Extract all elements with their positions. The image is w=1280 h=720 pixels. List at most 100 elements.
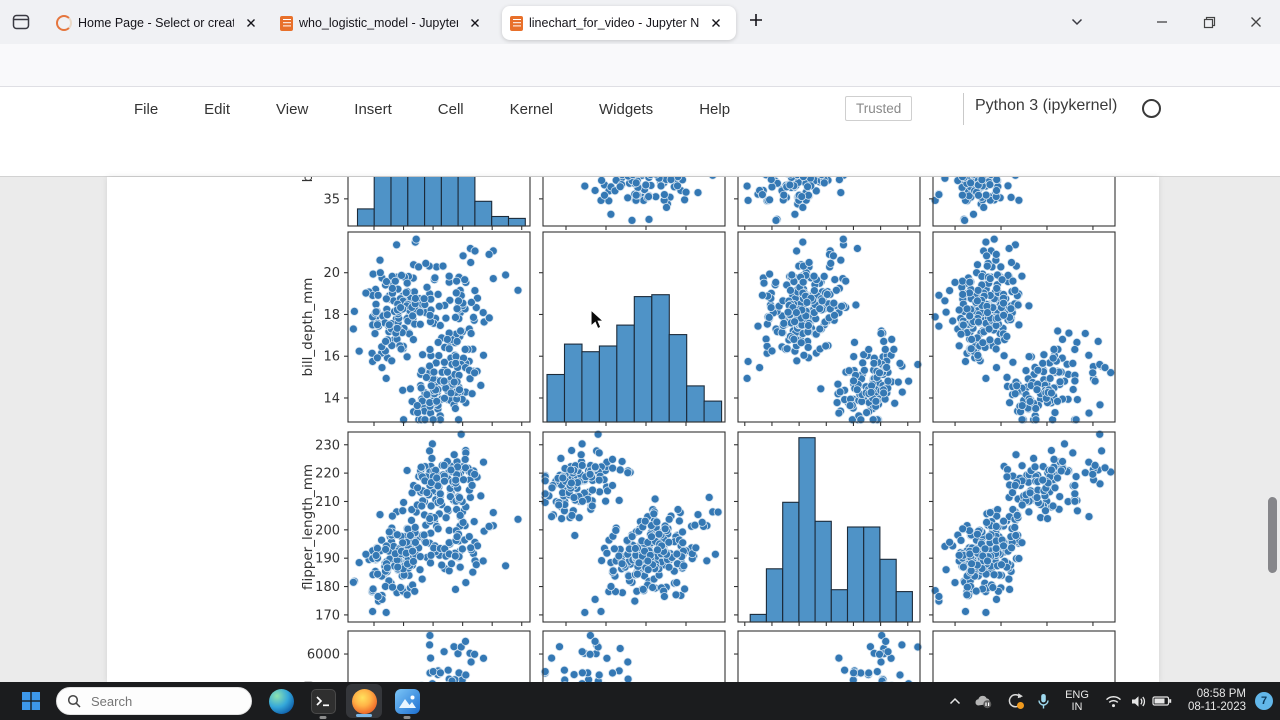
hist-panel-flipper_length_mm [734, 431, 921, 626]
menu-view[interactable]: View [276, 101, 309, 118]
menu-edit[interactable]: Edit [204, 101, 231, 118]
taskbar-search[interactable] [56, 687, 252, 715]
y-tick-label: 18 [323, 308, 340, 323]
y-axis-label: body_mass_g [300, 681, 316, 682]
new-tab-button[interactable] [748, 12, 764, 28]
jupyter-notebook-icon [510, 15, 523, 31]
kernel-idle-icon [1142, 99, 1161, 118]
scatter-panel-bill_length_mm-vs-body_mass_g: 3000400050006000 [307, 630, 531, 682]
menu-file[interactable]: File [134, 101, 159, 118]
close-icon[interactable] [709, 16, 723, 30]
scatter-panel-bill_depth_mm-vs-flipper_length_mm [539, 429, 726, 626]
browser-tab-bar: Home Page - Select or create a who_logis… [0, 0, 1280, 44]
scatter-panel-bill_depth_mm-vs-body_mass_g [539, 630, 726, 682]
photos-taskbar-button[interactable] [390, 682, 424, 720]
scatter-panel-body_mass_g-vs-bill_length_mm [929, 177, 1116, 230]
browser-tab-home[interactable]: Home Page - Select or create a [48, 6, 266, 40]
microphone-icon[interactable] [1030, 682, 1056, 720]
y-tick-label: 180 [315, 580, 340, 595]
scatter-panel-flipper_length_mm-vs-bill_length_mm [734, 177, 921, 230]
menu-cell[interactable]: Cell [437, 101, 464, 118]
firefox-icon [351, 688, 377, 714]
close-icon[interactable] [244, 16, 258, 30]
running-indicator [319, 715, 327, 719]
tab-title: who_logistic_model - Jupyter N [299, 16, 458, 30]
notification-count: 7 [1255, 692, 1273, 710]
window-minimize-button[interactable] [1147, 8, 1177, 36]
jupyter-page-background: 354045505560 14 16 18 20 170 180 190 200 210 220 23… [0, 177, 1280, 682]
notification-badge[interactable]: 7 [1252, 682, 1276, 720]
start-button[interactable] [14, 682, 48, 720]
browser-tab-who-logistic[interactable]: who_logistic_model - Jupyter N [272, 6, 490, 40]
y-tick-label: 20 [323, 266, 340, 281]
jupyter-notebook-icon [280, 15, 293, 31]
edge-icon [268, 688, 294, 714]
window-restore-button[interactable] [1194, 8, 1224, 36]
list-all-tabs-chevron-icon[interactable] [1062, 8, 1092, 36]
loading-spinner-icon [56, 15, 72, 31]
volume-icon[interactable] [1126, 682, 1152, 720]
hist-panel-bill_depth_mm [539, 231, 726, 426]
terminal-taskbar-button[interactable] [306, 682, 340, 720]
running-indicator [403, 715, 411, 719]
browser-nav-bar: localhost:8888/notebooks/linechart_for_v… [0, 44, 1280, 124]
menu-widgets[interactable]: Widgets [599, 101, 654, 118]
window-close-button[interactable] [1241, 8, 1271, 36]
y-tick-label: 210 [315, 495, 340, 510]
battery-icon[interactable] [1148, 682, 1176, 720]
wifi-icon[interactable] [1100, 682, 1126, 720]
start-icon [22, 692, 40, 710]
y-tick-label: 16 [323, 350, 340, 365]
y-tick-label: 200 [315, 523, 340, 538]
mouse-cursor [590, 309, 606, 331]
menu-help[interactable]: Help [699, 101, 731, 118]
sync-update-icon[interactable] [1000, 682, 1030, 720]
menu-kernel[interactable]: Kernel [509, 101, 553, 118]
y-axis-label: bill_depth_mm [300, 278, 316, 377]
clock-date: 08-11-2023 [1188, 701, 1246, 713]
firefox-view-icon[interactable] [8, 10, 34, 34]
language-indicator[interactable]: ENG IN [1060, 682, 1094, 720]
scrollbar-thumb[interactable] [1268, 497, 1277, 573]
y-tick-label: 230 [315, 438, 340, 453]
scatter-panel-body_mass_g-vs-flipper_length_mm [929, 429, 1116, 626]
scatter-panel-bill_length_mm-vs-bill_depth_mm: 14 16 18 20 [323, 231, 531, 426]
kernel-name[interactable]: Python 3 (ipykernel) [975, 97, 1118, 114]
scatter-panel-bill_depth_mm-vs-bill_length_mm [539, 177, 726, 230]
tray-chevron-icon[interactable] [942, 682, 968, 720]
pairplot-output: 354045505560 14 16 18 20 170 180 190 200 210 220 23… [300, 177, 1116, 682]
y-tick-label: 170 [315, 608, 340, 623]
y-axis-label: flipper_length_mm [300, 464, 316, 590]
close-icon[interactable] [468, 16, 482, 30]
browser-tab-linechart-active[interactable]: linechart_for_video - Jupyter No [502, 6, 736, 40]
y-axis-label: bill_length_mm [300, 177, 316, 182]
scatter-panel-flipper_length_mm-vs-body_mass_g [734, 630, 923, 682]
y-tick-label: 14 [323, 391, 340, 406]
y-tick-label: 190 [315, 552, 340, 567]
photos-icon [394, 688, 420, 714]
hist-panel-bill_length_mm: 354045505560 [323, 177, 531, 230]
menu-insert[interactable]: Insert [354, 101, 392, 118]
edge-taskbar-button[interactable] [264, 682, 298, 720]
jupyter-menubar: File Edit View Insert Cell Kernel Widget… [134, 95, 730, 124]
search-icon [67, 694, 81, 708]
clock-time: 08:58 PM [1196, 687, 1246, 700]
jupyter-header: File Edit View Insert Cell Kernel Widget… [0, 87, 1280, 259]
kernel-divider [963, 93, 964, 125]
scatter-panel-bill_length_mm-vs-flipper_length_mm: 170 180 190 200 210 220 230 [315, 429, 531, 626]
terminal-icon [310, 688, 336, 714]
hist-panel-body_mass_g [929, 630, 1116, 682]
onedrive-paused-icon[interactable] [968, 682, 998, 720]
tab-title: linechart_for_video - Jupyter No [529, 16, 699, 30]
firefox-taskbar-button[interactable] [346, 684, 382, 718]
y-tick-label: 6000 [307, 648, 340, 663]
pairplot-grid: 354045505560 14 16 18 20 170 180 190 200 210 220 23… [300, 177, 1116, 682]
scatter-panel-body_mass_g-vs-bill_depth_mm [929, 231, 1116, 426]
search-input[interactable] [89, 692, 223, 710]
y-tick-label: 35 [323, 192, 340, 207]
taskbar-clock[interactable]: 08:58 PM 08-11-2023 [1180, 682, 1246, 720]
tab-title: Home Page - Select or create a [78, 16, 234, 30]
y-tick-label: 220 [315, 467, 340, 482]
notebook-container: 354045505560 14 16 18 20 170 180 190 200 210 220 23… [107, 177, 1159, 682]
